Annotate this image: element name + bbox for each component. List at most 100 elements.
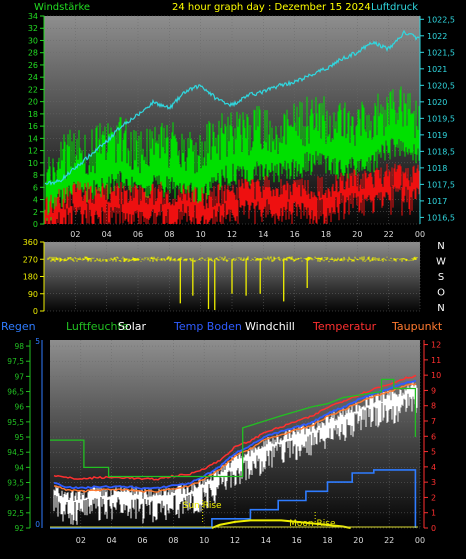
x-tick-label: 12 bbox=[227, 230, 237, 239]
x-tick-label: 14 bbox=[261, 536, 271, 545]
x-tick-label: 20 bbox=[352, 230, 362, 239]
x-tick-label: 12 bbox=[230, 536, 240, 545]
compass-label: N bbox=[437, 303, 444, 314]
temp-boden-series bbox=[53, 379, 417, 490]
chart-date-title: 24 hour graph day : Dezember 15 2024 bbox=[172, 2, 371, 13]
compass-label: W bbox=[436, 257, 446, 268]
x-tick-label: 04 bbox=[102, 230, 112, 239]
x-tick-label: 02 bbox=[76, 536, 86, 545]
temperature-humidity-chart: 9292,59393,59494,59595,59696,59797,59801… bbox=[7, 337, 441, 545]
y-tick-label: 96,5 bbox=[7, 388, 24, 397]
legend-temp-boden: Temp Boden bbox=[173, 320, 242, 333]
y-tick-label: 97,5 bbox=[7, 357, 24, 366]
y2-tick-label: 1018,5 bbox=[427, 147, 455, 156]
y-tick-label: 20 bbox=[28, 98, 38, 107]
x-tick-label: 08 bbox=[168, 536, 178, 545]
y-tick-label: 95 bbox=[14, 433, 24, 442]
x-tick-label: 18 bbox=[321, 230, 331, 239]
y-tick-label: 16 bbox=[28, 122, 38, 131]
y2-tick-label: 1018 bbox=[427, 164, 447, 173]
y-tick-label: 6 bbox=[33, 183, 38, 192]
y-tick-label: 30 bbox=[28, 36, 38, 45]
windchill-series bbox=[53, 381, 418, 525]
y-tick-label: 97 bbox=[14, 372, 24, 381]
legend-luftfeuchte: Luftfeuchte bbox=[66, 320, 129, 333]
y-tick-label: 360 bbox=[23, 238, 38, 247]
y2-tick-label: 0 bbox=[431, 524, 436, 533]
y2-tick-label: 1020 bbox=[427, 98, 447, 107]
y2-tick-label: 1021 bbox=[427, 65, 447, 74]
x-tick-label: 04 bbox=[107, 536, 117, 545]
y-tick-label: 14 bbox=[28, 134, 38, 143]
y2-tick-label: 1022 bbox=[427, 32, 447, 41]
x-tick-label: 00 bbox=[415, 230, 425, 239]
y-tick-label: 12 bbox=[28, 147, 38, 156]
wind-axis-title: Windstärke bbox=[34, 2, 90, 13]
pressure-axis-title: Luftdruck bbox=[371, 2, 418, 13]
y-tick-label: 22 bbox=[28, 85, 38, 94]
legend-windchill: Windchill bbox=[245, 320, 295, 333]
y-tick-label: 90 bbox=[28, 290, 38, 299]
y2-tick-label: 1017 bbox=[427, 197, 447, 206]
x-tick-label: 06 bbox=[133, 230, 143, 239]
compass-label: S bbox=[438, 272, 444, 283]
x-tick-label: 00 bbox=[415, 536, 425, 545]
y2-tick-label: 6 bbox=[431, 432, 436, 441]
legend-solar: Solar bbox=[118, 320, 147, 333]
x-tick-label: 20 bbox=[353, 536, 363, 545]
y2-tick-label: 1016,5 bbox=[427, 213, 455, 222]
y2-tick-label: 1020,5 bbox=[427, 81, 455, 90]
x-tick-label: 14 bbox=[258, 230, 268, 239]
legend-temperatur: Temperatur bbox=[312, 320, 377, 333]
y-tick-label: 32 bbox=[28, 24, 38, 33]
y2-tick-label: 1019,5 bbox=[427, 114, 455, 123]
pressure-series bbox=[44, 29, 420, 186]
x-tick-label: 10 bbox=[199, 536, 209, 545]
y-tick-label: 8 bbox=[33, 171, 38, 180]
y-tick-label: 26 bbox=[28, 61, 38, 70]
x-tick-label: 08 bbox=[164, 230, 174, 239]
y-tick-label: 95,5 bbox=[7, 418, 24, 427]
y2-tick-label: 5 bbox=[431, 448, 436, 457]
legend: Regen Luftfeuchte Solar Temp Boden Windc… bbox=[1, 320, 443, 333]
y-tick-label: 28 bbox=[28, 49, 38, 58]
moon-rise-label: Moon Rise bbox=[289, 519, 336, 529]
compass-label: N bbox=[437, 241, 444, 252]
sun-rise-label: Sun Rise bbox=[183, 501, 222, 511]
y-tick-label: 10 bbox=[28, 159, 38, 168]
y-tick-label: 0 bbox=[33, 220, 38, 229]
y2-tick-label: 10 bbox=[431, 371, 441, 380]
y-tick-label: 96 bbox=[14, 403, 24, 412]
y-tick-label: 92,5 bbox=[7, 509, 24, 518]
y-tick-label: 98 bbox=[14, 342, 24, 351]
y-tick-label: 94 bbox=[14, 463, 24, 472]
y2-tick-label: 1022,5 bbox=[427, 15, 455, 24]
legend-regen: Regen bbox=[1, 320, 36, 333]
y2-tick-label: 1 bbox=[431, 509, 436, 518]
compass-label: O bbox=[437, 288, 445, 299]
regen-series bbox=[50, 469, 417, 529]
taupunkt-series bbox=[53, 383, 417, 493]
y-tick-label: 4 bbox=[33, 196, 38, 205]
rain-tick-label: 0 bbox=[35, 520, 40, 529]
x-tick-label: 22 bbox=[384, 230, 394, 239]
x-tick-label: 16 bbox=[290, 230, 300, 239]
y2-tick-label: 2 bbox=[431, 493, 436, 502]
y-tick-label: 2 bbox=[33, 208, 38, 217]
y2-tick-label: 1017,5 bbox=[427, 180, 455, 189]
x-tick-label: 06 bbox=[137, 536, 147, 545]
y2-tick-label: 3 bbox=[431, 478, 436, 487]
wind-pressure-chart: 02468101214161820222426283032341016,5101… bbox=[28, 12, 455, 239]
y-tick-label: 34 bbox=[28, 12, 38, 21]
y-tick-label: 93,5 bbox=[7, 479, 24, 488]
y2-tick-label: 7 bbox=[431, 417, 436, 426]
y-tick-label: 270 bbox=[23, 255, 38, 264]
y2-tick-label: 8 bbox=[431, 402, 436, 411]
x-tick-label: 18 bbox=[322, 536, 332, 545]
temperature-series bbox=[53, 374, 417, 481]
y-tick-label: 94,5 bbox=[7, 448, 24, 457]
y-tick-label: 18 bbox=[28, 110, 38, 119]
x-tick-label: 22 bbox=[384, 536, 394, 545]
